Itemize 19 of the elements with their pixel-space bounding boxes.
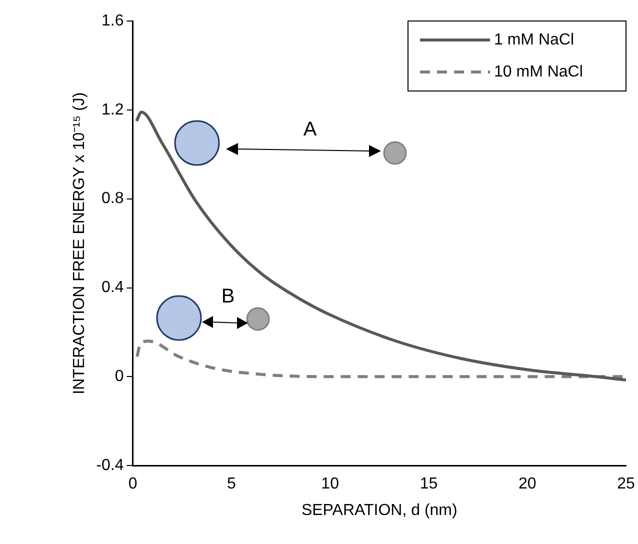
y-axis-title: INTERACTION FREE ENERGY x 10⁻¹⁵ (J) bbox=[71, 92, 88, 394]
x-axis-title: SEPARATION, d (nm) bbox=[301, 502, 458, 519]
legend-label: 1 mM NaCl bbox=[494, 31, 574, 48]
legend-label: 10 mM NaCl bbox=[494, 63, 583, 80]
x-tick-label: 20 bbox=[518, 476, 536, 493]
y-tick-label: 0 bbox=[114, 368, 124, 386]
x-tick-label: 15 bbox=[420, 476, 438, 493]
y-tick-label: -0.4 bbox=[96, 457, 124, 474]
annotation: B bbox=[221, 286, 235, 308]
y-tick-label: 0.8 bbox=[102, 190, 124, 208]
y-tick-label: 1.2 bbox=[102, 101, 124, 118]
x-tick-label: 10 bbox=[321, 476, 340, 493]
annotation: A bbox=[303, 118, 318, 141]
x-tick-label: 5 bbox=[226, 476, 236, 493]
x-tick-label: 25 bbox=[617, 476, 635, 493]
y-tick-label: 1.6 bbox=[102, 12, 124, 30]
x-tick-label: 0 bbox=[128, 476, 138, 493]
line-series bbox=[135, 110, 626, 382]
y-tick-label: 0.4 bbox=[102, 279, 124, 296]
